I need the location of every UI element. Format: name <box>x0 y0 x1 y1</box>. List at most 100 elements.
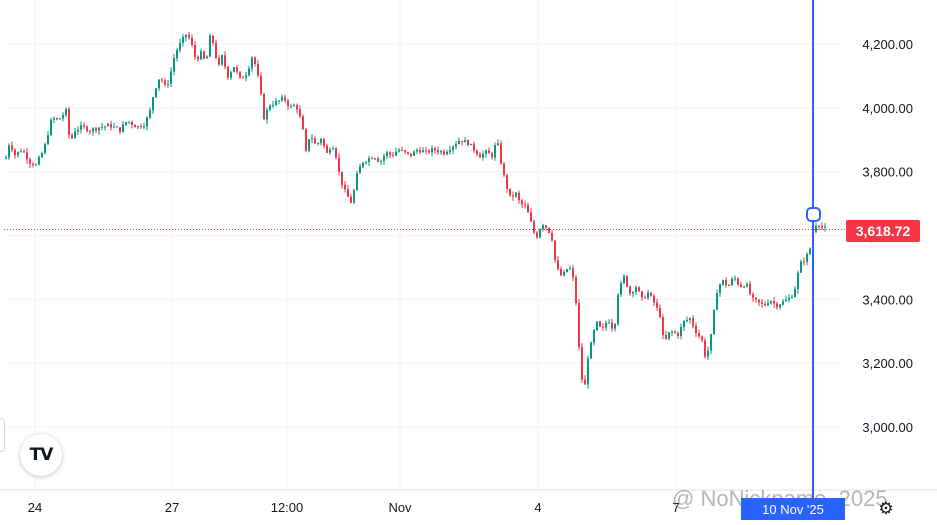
candle-body <box>191 37 193 46</box>
x-tick-label: 24 <box>28 500 42 515</box>
candle-body <box>806 254 808 262</box>
candle-body <box>80 125 82 130</box>
candle-body <box>329 149 331 153</box>
candle-body <box>500 143 502 164</box>
candle-body <box>587 358 589 385</box>
candle-body <box>755 297 757 300</box>
candle-body <box>455 144 457 147</box>
candle-body <box>602 326 604 328</box>
candle-body <box>74 131 76 139</box>
candle-body <box>158 79 160 89</box>
candle-body <box>743 286 745 288</box>
left-panel-handle[interactable] <box>0 418 5 452</box>
candle-body <box>707 350 709 357</box>
candle-body <box>527 205 529 213</box>
candle-body <box>509 188 511 196</box>
time-axis[interactable]: 24 27 12:00 Nov 4 7 <box>0 489 937 515</box>
y-tick-label: 3,000.00 <box>862 420 913 435</box>
candle-body <box>695 325 697 334</box>
candle-body <box>206 56 208 59</box>
candle-body <box>203 51 205 59</box>
candle-body <box>683 320 685 328</box>
candle-body <box>218 57 220 65</box>
crosshair-date-badge: 10 Nov '25 <box>741 498 845 520</box>
candle-body <box>578 303 580 347</box>
candle-body <box>731 278 733 286</box>
candle-body <box>719 284 721 293</box>
candle-body <box>605 322 607 328</box>
candle-body <box>515 192 517 197</box>
candle-body <box>20 151 22 153</box>
candle-body <box>704 340 706 357</box>
tradingview-logo-icon[interactable]: TV <box>20 434 62 476</box>
candle-body <box>620 283 622 295</box>
y-tick-label: 4,000.00 <box>862 101 913 116</box>
candle-body <box>431 148 433 153</box>
last-price-badge: 3,618.72 <box>846 220 920 242</box>
gear-icon[interactable]: ⚙ <box>878 499 894 518</box>
candle-body <box>341 171 343 185</box>
candle-body <box>485 150 487 154</box>
candle-body <box>749 283 751 295</box>
candle-body <box>38 157 40 165</box>
candle-body <box>785 299 787 302</box>
candle-body <box>365 161 367 163</box>
candle-body <box>560 269 562 276</box>
candle-body <box>536 232 538 238</box>
candle-body <box>815 225 817 232</box>
candle-body <box>143 126 145 128</box>
candle-body <box>392 154 394 156</box>
candle-body <box>110 123 112 128</box>
candle-body <box>407 152 409 154</box>
candle-body <box>338 157 340 172</box>
candle-body <box>761 302 763 304</box>
x-tick-label: Nov <box>388 500 412 515</box>
candle-body <box>659 307 661 318</box>
candle-body <box>728 285 730 287</box>
crosshair-marker <box>806 207 821 222</box>
candle-body <box>794 289 796 298</box>
candle-body <box>212 35 214 43</box>
x-tick-label: 12:00 <box>271 500 304 515</box>
candle-body <box>254 57 256 64</box>
candle-body <box>311 138 313 140</box>
candle-body <box>221 55 223 65</box>
candle-body <box>644 297 646 299</box>
candle-body <box>413 151 415 156</box>
candle-body <box>491 153 493 158</box>
candle-body <box>167 83 169 85</box>
candle-body <box>425 150 427 152</box>
candle-body <box>215 42 217 58</box>
candle-body <box>317 143 319 145</box>
candle-body <box>449 149 451 152</box>
candle-body <box>71 134 73 139</box>
candle-body <box>68 108 70 135</box>
candle-body <box>323 139 325 146</box>
candle-body <box>347 189 349 197</box>
candle-body <box>608 322 610 324</box>
candle-body <box>266 110 268 120</box>
candle-body <box>125 121 127 125</box>
candle-body <box>524 204 526 206</box>
candle-body <box>248 68 250 76</box>
candle-body <box>503 163 505 176</box>
candle-body <box>758 299 760 303</box>
y-tick-label: 3,200.00 <box>862 356 913 371</box>
y-tick-label: 4,200.00 <box>862 37 913 52</box>
candle-body <box>164 80 166 85</box>
candle-body <box>269 105 271 111</box>
candle-body <box>410 153 412 156</box>
candle-body <box>236 67 238 72</box>
candle-body <box>533 221 535 233</box>
candle-body <box>134 124 136 128</box>
candle-body <box>767 303 769 306</box>
candle-body <box>623 275 625 284</box>
candle-body <box>98 127 100 131</box>
candle-body <box>194 45 196 57</box>
candle-body <box>788 297 790 300</box>
candle-body <box>722 280 724 285</box>
candle-body <box>344 184 346 190</box>
x-tick-label: 4 <box>534 500 541 515</box>
candle-body <box>8 145 10 158</box>
